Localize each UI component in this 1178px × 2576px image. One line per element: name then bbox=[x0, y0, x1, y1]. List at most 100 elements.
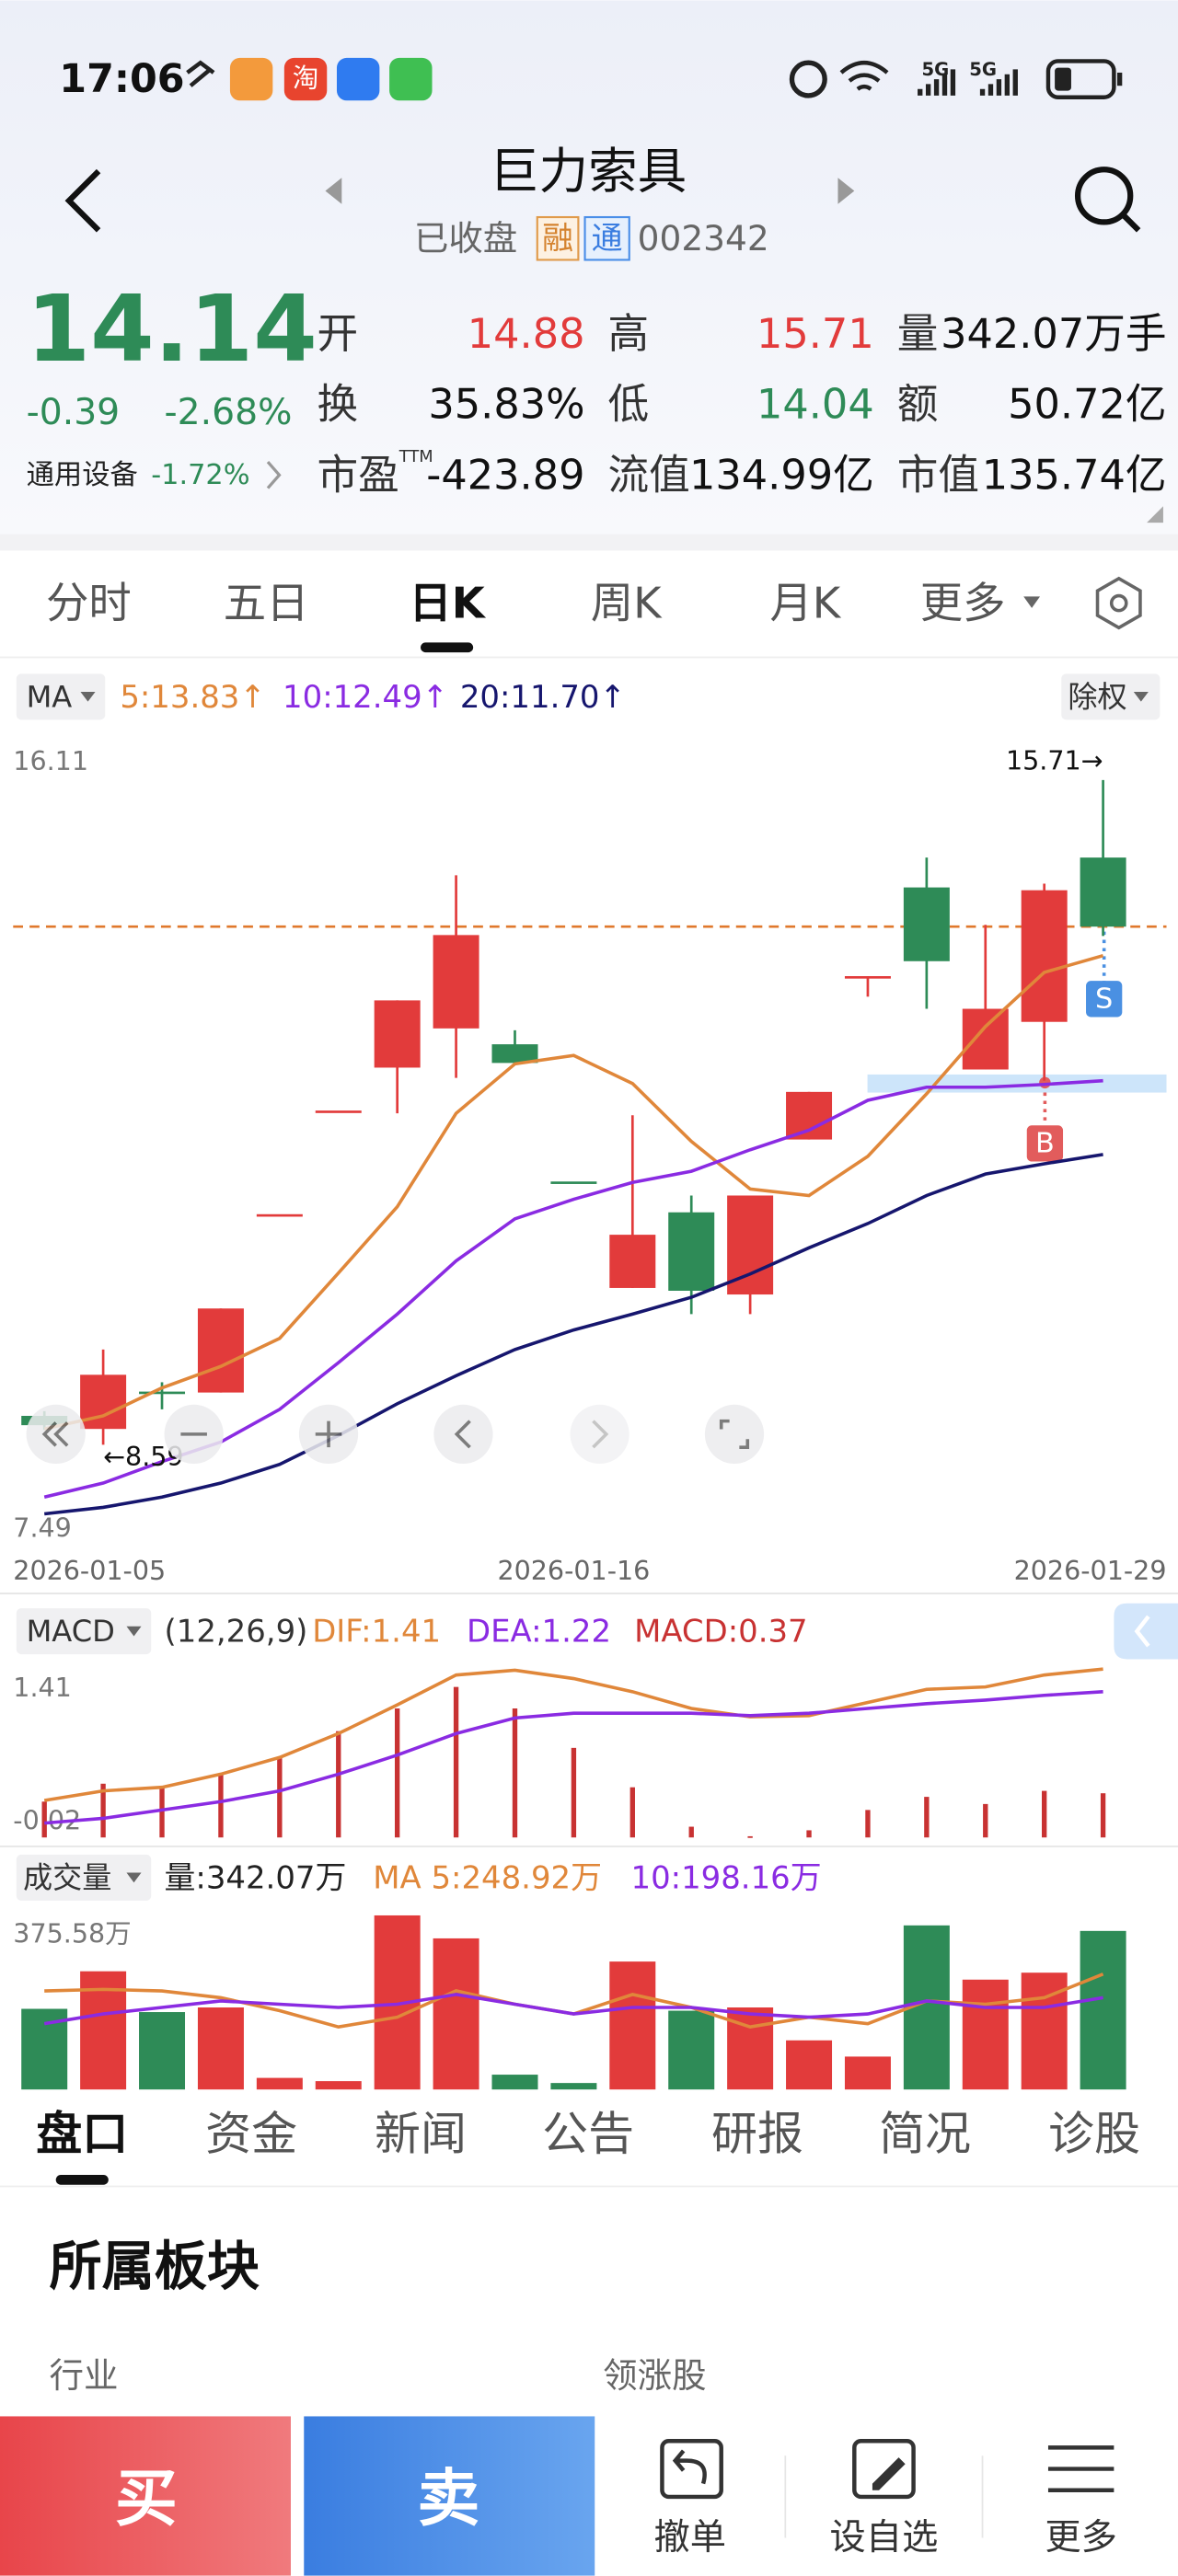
tab-indicator bbox=[421, 642, 474, 653]
volume-bar bbox=[727, 2007, 774, 2090]
legend-item: 10:198.16万 bbox=[631, 1859, 822, 1895]
status-icon bbox=[186, 60, 215, 87]
side-tab-chevron bbox=[1134, 1615, 1150, 1648]
macd-bar bbox=[41, 1801, 47, 1838]
detail-tab[interactable]: 公告 bbox=[542, 2107, 634, 2160]
control-prev[interactable] bbox=[433, 1404, 493, 1465]
indicator-selector[interactable] bbox=[16, 1854, 152, 1901]
action-label: 设自选 bbox=[830, 2517, 939, 2559]
network-label: 5G bbox=[969, 59, 997, 80]
macd-bar bbox=[983, 1803, 988, 1838]
quote-label: 流值 bbox=[608, 451, 690, 499]
candle-body bbox=[256, 1213, 303, 1217]
watchlist-icon-pen bbox=[872, 2457, 906, 2490]
macd-line bbox=[43, 1667, 1103, 1802]
sector-name[interactable]: 通用设备 bbox=[27, 459, 138, 491]
badge bbox=[536, 215, 580, 261]
buy-button[interactable] bbox=[0, 2416, 291, 2576]
y-tick-label: 7.49 bbox=[13, 1512, 72, 1544]
candle-body bbox=[844, 976, 891, 979]
next-stock[interactable] bbox=[837, 178, 855, 204]
detail-tab[interactable]: 盘口 bbox=[36, 2107, 128, 2160]
period-tab[interactable]: 周K bbox=[591, 579, 663, 628]
sector-chevron[interactable] bbox=[266, 460, 282, 489]
candle-body bbox=[550, 1181, 597, 1184]
cancel-icon[interactable] bbox=[660, 2438, 723, 2500]
macd-bar bbox=[336, 1731, 341, 1838]
quote-label: 量 bbox=[897, 310, 939, 358]
ma-line bbox=[43, 953, 1104, 1431]
volume-bar bbox=[491, 2075, 538, 2090]
trade-mark[interactable] bbox=[1086, 981, 1123, 1018]
control-fullscreen[interactable] bbox=[704, 1404, 765, 1465]
more-icon[interactable] bbox=[1047, 2445, 1114, 2493]
divider bbox=[0, 534, 1178, 551]
sell-button[interactable] bbox=[304, 2416, 595, 2576]
candle-body bbox=[668, 1212, 715, 1291]
quote-value: 342.07万手 bbox=[941, 310, 1166, 358]
detail-tab[interactable]: 研报 bbox=[711, 2107, 803, 2160]
macd-bar bbox=[100, 1783, 106, 1838]
candle-body bbox=[491, 1044, 538, 1064]
search-button[interactable] bbox=[1074, 167, 1134, 225]
detail-tab-bar bbox=[0, 2090, 1178, 2185]
adjust-button[interactable] bbox=[1061, 673, 1161, 720]
legend-item: 20:11.70↑ bbox=[460, 679, 626, 715]
period-tab[interactable]: 月K bbox=[769, 579, 841, 628]
selector-arrow bbox=[126, 1626, 142, 1637]
legend-item: 5:13.83↑ bbox=[120, 679, 265, 715]
cancel-icon-arrow bbox=[672, 2449, 707, 2485]
prev-stock[interactable] bbox=[325, 178, 342, 204]
battery-tip bbox=[1116, 72, 1123, 86]
period-tab[interactable]: 更多 bbox=[920, 579, 1006, 628]
indicator-selector[interactable] bbox=[16, 673, 106, 720]
macd-bar bbox=[512, 1708, 518, 1838]
volume-bar bbox=[609, 1961, 656, 2090]
trade-mark-text: B bbox=[1035, 1127, 1055, 1159]
expand-corner[interactable] bbox=[1147, 506, 1163, 523]
detail-tab[interactable]: 新闻 bbox=[375, 2107, 467, 2160]
settings-button[interactable] bbox=[1095, 576, 1142, 630]
macd-bar bbox=[218, 1774, 224, 1838]
period-tabs: 分时 五日 日K 周K 月K 更多 bbox=[46, 579, 1006, 653]
detail-tab[interactable]: 简况 bbox=[879, 2107, 971, 2160]
volume-bar bbox=[256, 2077, 303, 2090]
quote-label-sup: TTM bbox=[398, 447, 433, 466]
more-arrow bbox=[1023, 596, 1041, 608]
macd-bar bbox=[453, 1686, 459, 1838]
quote-label: 市盈 bbox=[318, 451, 399, 499]
back-button[interactable] bbox=[64, 168, 101, 233]
indicator-selector[interactable] bbox=[16, 1608, 152, 1655]
buy-button-text: 买 bbox=[115, 2462, 178, 2535]
candle-body bbox=[433, 935, 479, 1029]
badge-text: 融 bbox=[542, 221, 573, 257]
trade-mark-text: S bbox=[1095, 983, 1113, 1015]
detail-tab[interactable]: 诊股 bbox=[1048, 2107, 1140, 2160]
section-column: 领涨股 bbox=[603, 2355, 706, 2396]
volume-bar bbox=[1080, 1930, 1126, 2090]
adjust-button-text: 除权 bbox=[1068, 679, 1126, 714]
app-icon bbox=[283, 57, 328, 101]
side-tab[interactable] bbox=[1114, 1603, 1178, 1660]
trade-mark[interactable] bbox=[1026, 1125, 1064, 1162]
period-tab[interactable]: 分时 bbox=[46, 579, 132, 628]
x-tick-label: 2026-01-16 bbox=[497, 1555, 650, 1586]
x-tick-label: 2026-01-05 bbox=[13, 1555, 166, 1586]
control-icon bbox=[454, 1420, 471, 1449]
quote-label: 市值 bbox=[897, 451, 979, 499]
control-next[interactable] bbox=[570, 1404, 629, 1465]
section-column: 行业 bbox=[50, 2355, 119, 2396]
app-icon bbox=[229, 57, 273, 101]
battery-icon bbox=[1045, 59, 1116, 99]
period-tab[interactable]: 日K bbox=[409, 579, 486, 628]
macd-bar bbox=[924, 1797, 930, 1838]
sector-change: -1.72% bbox=[151, 459, 249, 491]
detail-tab[interactable]: 资金 bbox=[205, 2107, 297, 2160]
badge-text: 通 bbox=[592, 221, 623, 257]
selector-arrow bbox=[80, 691, 96, 702]
watchlist-icon[interactable] bbox=[852, 2438, 916, 2500]
x-tick-label: 2026-01-29 bbox=[1014, 1555, 1167, 1586]
period-tab[interactable]: 五日 bbox=[224, 579, 309, 628]
candle-body bbox=[786, 1091, 833, 1140]
